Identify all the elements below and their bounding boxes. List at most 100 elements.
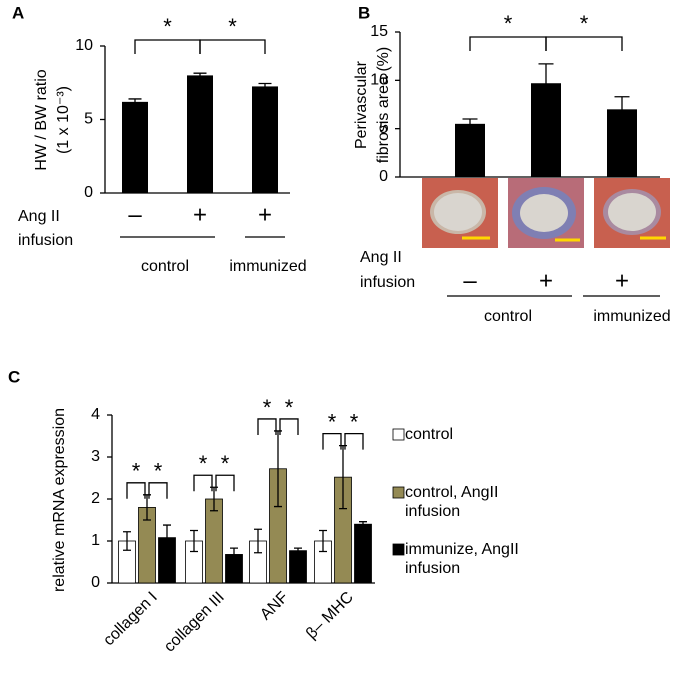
y-tick-label: 5 bbox=[379, 120, 388, 137]
legend-swatch bbox=[392, 543, 405, 556]
category-label: + bbox=[193, 201, 207, 228]
group-label: control bbox=[141, 258, 189, 275]
error-bar bbox=[274, 430, 282, 508]
legend-label: immunize, AngII infusion bbox=[405, 541, 519, 577]
significance-bracket bbox=[215, 474, 235, 492]
significance-bracket bbox=[469, 36, 547, 51]
error-bar bbox=[359, 521, 367, 528]
y-axis-label: HW / BW ratio (1 x 10⁻³) bbox=[33, 69, 72, 170]
y-tick-label: 1 bbox=[91, 532, 100, 549]
error-bar bbox=[190, 529, 198, 553]
x-tick-label: collagen III bbox=[161, 589, 228, 656]
category-label: – bbox=[128, 201, 142, 228]
legend-entry: immunize, AngII infusion bbox=[405, 541, 519, 577]
y-axis-label-line: HW / BW ratio bbox=[33, 69, 50, 170]
legend-swatch bbox=[392, 428, 405, 441]
significance-bracket bbox=[134, 39, 201, 54]
y-tick-label: 5 bbox=[84, 111, 93, 128]
significance-star: * bbox=[504, 11, 513, 36]
y-tick-label: 4 bbox=[91, 406, 100, 423]
panel-label: C bbox=[8, 367, 20, 386]
group-label: immunized bbox=[229, 258, 306, 275]
y-tick-label: 10 bbox=[370, 72, 388, 89]
error-bar bbox=[163, 524, 171, 551]
y-axis-label: relative mRNA expression bbox=[51, 408, 68, 592]
bar bbox=[289, 550, 307, 584]
significance-star: * bbox=[328, 409, 337, 434]
error-bar bbox=[230, 547, 238, 562]
significance-star: * bbox=[163, 14, 172, 39]
x-tick-label: collagen I bbox=[100, 589, 160, 649]
error-bar bbox=[258, 82, 272, 91]
significance-star: * bbox=[199, 451, 208, 476]
row-label: infusion bbox=[18, 232, 73, 249]
significance-bracket bbox=[344, 433, 364, 450]
error-bar bbox=[319, 529, 327, 553]
y-tick-label: 0 bbox=[379, 168, 388, 185]
error-bar bbox=[339, 445, 347, 510]
legend-entry: control, AngII infusion bbox=[405, 484, 499, 520]
significance-star: * bbox=[228, 14, 237, 39]
error-bar bbox=[143, 494, 151, 521]
significance-bracket bbox=[148, 482, 168, 499]
significance-bracket bbox=[199, 39, 266, 54]
bar bbox=[205, 498, 223, 584]
category-label: + bbox=[615, 267, 629, 294]
legend-entry: control bbox=[405, 426, 454, 443]
histology-images bbox=[422, 178, 670, 248]
significance-star: * bbox=[580, 11, 589, 36]
group-label: immunized bbox=[593, 308, 670, 325]
y-tick-label: 10 bbox=[75, 37, 93, 54]
significance-bracket bbox=[279, 418, 299, 435]
legend-label: control bbox=[405, 426, 454, 443]
significance-star: * bbox=[154, 459, 163, 484]
significance-star: * bbox=[221, 451, 230, 476]
y-tick-label: 3 bbox=[91, 448, 100, 465]
bar bbox=[187, 75, 213, 193]
y-tick-label: 0 bbox=[91, 574, 100, 591]
significance-bracket bbox=[257, 418, 277, 435]
significance-star: * bbox=[350, 409, 359, 434]
y-tick-label: 2 bbox=[91, 490, 100, 507]
significance-bracket bbox=[322, 433, 342, 450]
category-label: + bbox=[539, 267, 553, 294]
y-axis-label-line: fibrosis area (%) bbox=[375, 47, 392, 163]
error-bar bbox=[294, 547, 302, 554]
legend-label: control, AngII infusion bbox=[405, 484, 499, 520]
error-bar bbox=[193, 72, 207, 79]
error-bar bbox=[210, 486, 218, 512]
category-label: – bbox=[463, 267, 477, 294]
row-label: Ang II bbox=[360, 249, 402, 266]
row-label: infusion bbox=[360, 274, 415, 291]
y-axis-label-line: Perivascular bbox=[353, 60, 370, 149]
bar bbox=[122, 101, 148, 193]
significance-star: * bbox=[132, 459, 141, 484]
bar bbox=[252, 86, 278, 193]
error-bar bbox=[614, 96, 630, 123]
panel-label: B bbox=[358, 3, 370, 22]
significance-star: * bbox=[263, 395, 272, 420]
legend-swatch bbox=[392, 486, 405, 499]
category-label: + bbox=[258, 201, 272, 228]
x-tick-label: β– MHC bbox=[303, 589, 357, 643]
error-bar bbox=[462, 118, 478, 130]
x-tick-label: ANF bbox=[257, 589, 292, 624]
significance-bracket bbox=[126, 482, 146, 499]
error-bar bbox=[254, 528, 262, 554]
bar bbox=[455, 123, 485, 177]
significance-bracket bbox=[193, 474, 213, 492]
error-bar bbox=[538, 63, 554, 104]
group-label: control bbox=[484, 308, 532, 325]
significance-bracket bbox=[545, 36, 623, 51]
error-bar bbox=[123, 531, 131, 551]
panel-label: A bbox=[12, 3, 24, 22]
bar bbox=[354, 523, 372, 584]
error-bar bbox=[128, 98, 142, 106]
y-axis-label-line: (1 x 10⁻³) bbox=[55, 86, 72, 154]
row-label: Ang II bbox=[18, 208, 60, 225]
y-tick-label: 0 bbox=[84, 184, 93, 201]
significance-star: * bbox=[285, 395, 294, 420]
y-tick-label: 15 bbox=[370, 23, 388, 40]
y-axis-label: Perivascular fibrosis area (%) bbox=[353, 47, 392, 163]
